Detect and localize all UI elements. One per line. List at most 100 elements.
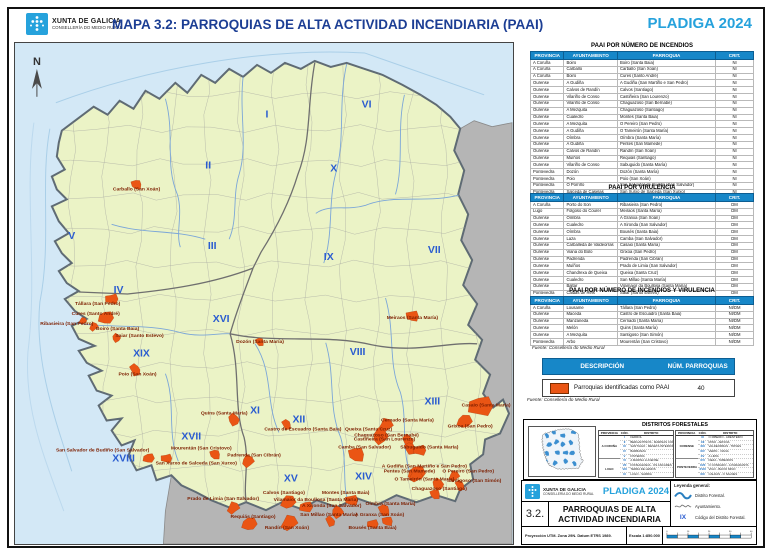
district-code-label: XI [250, 406, 260, 417]
table-row: Ourense A Mezquita Chaguazoso (Santiago) NI [529, 106, 754, 115]
paai-parish-patch [367, 519, 379, 529]
paai-parish-patch [209, 450, 220, 460]
table-row: Pontevedra Poio Poio (San Xoán) NI [529, 175, 754, 183]
table-row: Ourense Carballeda de Valdeorras Casaio (S… [529, 241, 754, 250]
map-number: 3.2. [522, 502, 548, 527]
parish-label: San Salvador de Budiño (San Salvador) [56, 447, 150, 453]
district-code-label: XII [292, 414, 305, 425]
distrito-row: V FISTERRA [599, 453, 673, 459]
parish-label: Poio (San Xoán) [118, 372, 156, 378]
svg-text:0: 0 [666, 531, 668, 533]
general-legend: Leyenda general: Distrito Forestal. Ayun… [670, 481, 756, 527]
table-row: Ourense Manzaneda Cernado (Santa María) NI/… [529, 317, 754, 326]
paai-parish-patch [112, 332, 121, 343]
parish-label: Meiraos (Santa María) [387, 315, 439, 321]
district-code-label: XVII [181, 431, 201, 442]
district-code-label: VI [362, 100, 372, 111]
parish-label: O Pereiro (San Pedro) [442, 468, 494, 474]
north-letter: N [33, 56, 41, 68]
paai-parish-patch [345, 494, 358, 506]
column-header: PARROQUIA [616, 193, 717, 202]
paai-parish-patch [332, 505, 344, 520]
paai-parish-patch [160, 453, 173, 464]
parish-label: Pentes (San Mamede) [384, 468, 436, 474]
parish-label: Castro de Escuadro (Santa Baia) [264, 426, 341, 432]
distrito-row: XVII O CONDADO - A PARADANTA [676, 462, 753, 468]
xunta-logo-icon [26, 13, 48, 35]
parish-label: Padrenda (San Cibrán) [227, 452, 281, 458]
paai-parish-patch [129, 363, 141, 377]
table-row: Ourense A Gudiña Pentes (San Mamede) NI [529, 140, 754, 149]
distrito-row: OURENSE XI O RIBEIRO - ARENTEIRO [676, 434, 753, 459]
paai-parish-patch [226, 501, 241, 515]
paai-parish-patch [429, 489, 440, 500]
distrito-row: XVIII VIGO - BAIXO MIÑO [676, 467, 753, 473]
paai-parish-patch [378, 417, 394, 433]
distrito-row: IV BARBANZA [599, 448, 673, 454]
parish-label: Grixoa (San Pedro) [448, 423, 493, 429]
title-block: XUNTA DE GALICIA CONSELLERÍA DO MEDIO RU… [521, 480, 757, 545]
paai-parish-patch [373, 427, 389, 446]
municipal-boundaries [51, 60, 505, 511]
distrito-row: VII FONSAGRADA - OS ANCARES [599, 462, 673, 468]
table-row: Ourense Cualedro San Millao (Santa María) D… [529, 276, 754, 284]
paai-parish-patch [97, 311, 114, 324]
table-row: Ourense Viana do Bolo Grixoa (San Pedro) DM [529, 248, 754, 257]
table-row: Ourense Cualedro A Xironda (San Salvador) D… [529, 221, 754, 230]
column-header: PROVINCIA [529, 296, 565, 305]
paai-parish-patch [242, 454, 255, 469]
distrito-row: XIX CALDAS - O SALNÉS [676, 471, 753, 477]
parish-label: Carballo (San Xoán) [113, 186, 161, 192]
source-note: Fuente: Consellería do Medio Rural [527, 397, 600, 402]
column-header: CRIT. [715, 193, 754, 202]
distritos-title: DISTRITOS FORESTALES [642, 422, 708, 428]
table-row: Ourense Maceda Castro de Escuadro (Santa B… [529, 310, 754, 319]
district-code-label: VIII [350, 347, 366, 358]
district-code-label: VII [428, 245, 441, 256]
district-code-label: XIV [355, 471, 372, 482]
column-header: AYUNTAMIENTO [563, 296, 618, 305]
paai-parish-patch [377, 504, 390, 517]
distritos-table: PROVINCIA CÓD. DISTRITO A CORUÑA I FERROL II BE… [599, 431, 673, 477]
table-row: Ourense Oímbra Oímbra (Santa María) NI [529, 134, 754, 142]
distrito-row: A CORUÑA I FERROL [599, 434, 673, 459]
legend-title: Leyenda general: [674, 483, 711, 488]
parish-label: Oímbra (Santa María) [366, 501, 416, 507]
district-code-label: X [330, 163, 337, 174]
org-name: XUNTA DE GALICIA [543, 486, 587, 492]
org-dept: CONSELLERÍA DO MEDIO RURAL [52, 25, 123, 30]
scale-bar: 0 10 20 30 40 [666, 531, 753, 539]
legend-item-distrito: Distrito Forestal. [674, 490, 753, 501]
district-code-label: XVIII [112, 453, 135, 464]
paai-parish-patch [432, 477, 445, 492]
table-row: Ourense A Mezquita Santigoso (San Simón) NI… [529, 331, 754, 340]
svg-text:20: 20 [707, 531, 710, 533]
svg-text:40: 40 [749, 531, 752, 533]
offshore-line [26, 122, 65, 512]
parish-label: Mourentán (San Cristovo) [171, 445, 232, 451]
column-header: PROVINCIA [529, 193, 565, 202]
parish-label: Castiñeira (San Lourenzo) [354, 436, 416, 442]
parish-label: Tállara (San Pedro) [75, 301, 121, 307]
column-header: CRIT. [715, 51, 754, 60]
table3-wrap: PROVINCIA AYUNTAMIENTO PARROQUIA CRIT. A Cor… [529, 296, 754, 346]
distritos-table: PROVINCIA CÓD. DISTRITO OURENSE XI O RIBEIRO … [676, 431, 753, 477]
column-header: AYUNTAMIENTO [563, 51, 618, 60]
parish-label: A Granxa (San Xoán) [355, 512, 405, 518]
parish-label: Vilamaior da Boullosa (Santa María) [274, 497, 359, 503]
table-row: Ourense Oímbra Bousés (Santa Baia) DM [529, 228, 754, 237]
page-title: MAPA 3.2: PARROQUIAS DE ALTA ACTIVIDAD I… [112, 17, 544, 32]
paai-table-virulencia: PROVINCIA AYUNTAMIENTO PARROQUIA CRIT. A Cor… [529, 193, 754, 298]
table-row: Ourense Chandrexa de Queixa Queixa (Santa … [529, 269, 754, 278]
district-code-label: V [68, 231, 75, 242]
district-code-label: XVI [213, 314, 230, 325]
paai-parish-patch [105, 293, 119, 305]
district-code-sample: IX [679, 514, 687, 521]
table-row: Ourense Vilariño de Conso Sabuguido (Santa… [529, 161, 754, 170]
parish-label: A Gudiña (San Martiño e San Pedro) [382, 463, 467, 469]
distrito-row: LUGO VI A MARIÑA LUCENSE [599, 458, 673, 477]
table-row: Ourense A Mezquita O Pereiro (San Pedro) NI [529, 120, 754, 129]
title-block-edition: PLADIGA 2024 [602, 481, 670, 502]
province-boundaries [78, 62, 478, 506]
table-row: Ourense A Gudiña A Gudiña (San Martiño e S… [529, 79, 754, 88]
